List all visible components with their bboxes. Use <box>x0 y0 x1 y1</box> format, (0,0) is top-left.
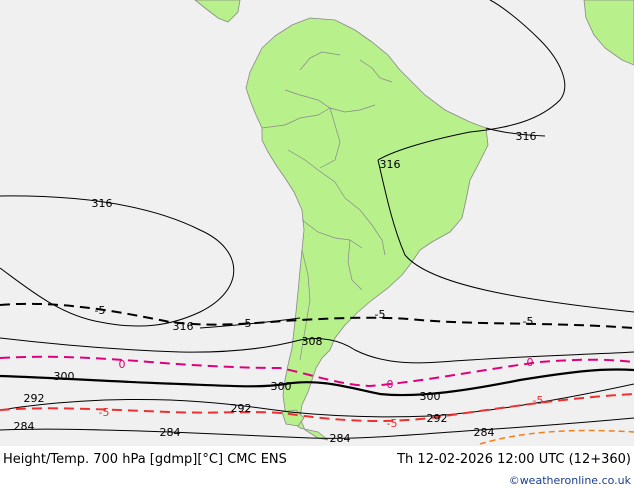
height-label: 316 <box>380 158 401 171</box>
temp-label: 0 <box>387 378 394 391</box>
map-footer: Height/Temp. 700 hPa [gdmp][°C] CMC ENS … <box>0 446 634 490</box>
height-label: 284 <box>160 426 181 439</box>
temp-label: -5 <box>241 317 252 330</box>
country-borders <box>261 51 393 361</box>
height-label: 308 <box>302 335 323 348</box>
temp-label: 0 <box>527 356 534 369</box>
land-islands <box>281 409 305 427</box>
temp-labels: -5 -5 -5 -5 0 0 0 -5 -5 -5 <box>95 304 544 430</box>
land-central-america <box>194 0 241 23</box>
temp-contour-minus5-north <box>0 302 634 329</box>
temp-label: -5 <box>387 417 398 430</box>
temp-label: -5 <box>523 315 534 328</box>
land-africa-corner <box>583 0 634 66</box>
height-label: 284 <box>14 420 35 433</box>
temp-contour-zero <box>0 355 634 388</box>
height-label: 292 <box>24 392 45 405</box>
height-label: 316 <box>173 320 194 333</box>
height-label: 284 <box>330 432 351 445</box>
height-label: 300 <box>271 380 292 393</box>
height-contours <box>0 0 634 439</box>
height-label: 316 <box>92 197 113 210</box>
valid-time: Th 12-02-2026 12:00 UTC (12+360) <box>397 452 631 467</box>
temp-label: -5 <box>375 308 386 321</box>
map-title: Height/Temp. 700 hPa [gdmp][°C] CMC ENS <box>3 452 287 467</box>
temp-contour-warm <box>479 429 634 445</box>
height-label: 300 <box>54 370 75 383</box>
height-label: 292 <box>231 402 252 415</box>
height-labels: 316 316 316 316 308 300 300 300 292 292 … <box>14 130 537 445</box>
height-label: 292 <box>427 412 448 425</box>
temp-contour-minus5-south <box>0 393 634 422</box>
site-credit-link[interactable]: ©weatheronline.co.uk <box>508 474 631 487</box>
height-label: 316 <box>516 130 537 143</box>
temp-label: 0 <box>119 358 126 371</box>
temp-label: -5 <box>99 406 110 419</box>
temp-label: -5 <box>95 304 106 317</box>
height-label: 284 <box>474 426 495 439</box>
land-south-america <box>245 17 489 441</box>
temp-label: -5 <box>533 394 544 407</box>
height-label: 300 <box>420 390 441 403</box>
